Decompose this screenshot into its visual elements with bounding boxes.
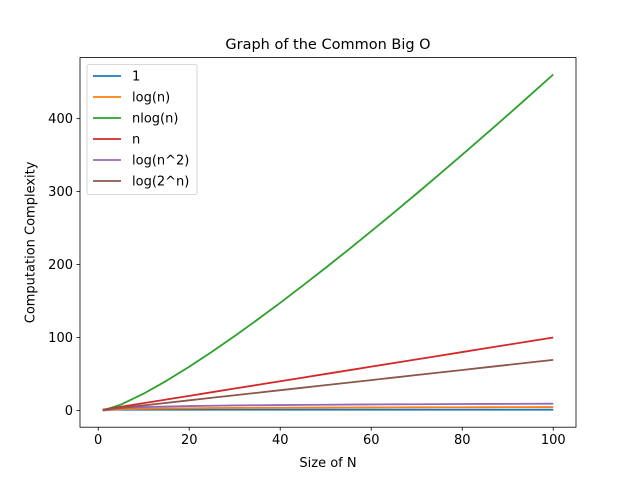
series-line-log-n: [102, 406, 554, 412]
legend-label-nlog-n: nlog(n): [132, 112, 178, 127]
x-tick-label: 40: [272, 433, 289, 448]
y-tick-label: 200: [48, 258, 73, 273]
legend: 1 log(n) nlog(n) n log(n^2) log(2^n): [86, 64, 198, 195]
legend-label-log-n-2: log(n^2): [132, 154, 189, 169]
x-tick-label: 20: [181, 433, 198, 448]
ticks-layer: 0 20 40 60 80 100 0 100 200 300 400: [48, 112, 565, 448]
x-axis-label: Size of N: [299, 456, 356, 471]
series-line-nlog-n: [102, 73, 554, 412]
x-tick-label: 0: [94, 433, 102, 448]
legend-label-1: 1: [132, 70, 140, 85]
series-line-n: [102, 336, 554, 411]
legend-entries: 1 log(n) nlog(n) n log(n^2) log(2^n): [93, 70, 189, 190]
legend-label-log-n: log(n): [132, 91, 170, 106]
legend-label-log-2-n: log(2^n): [132, 175, 189, 190]
x-tick-label: 60: [363, 433, 380, 448]
series-line-log-n-2: [102, 402, 554, 412]
y-axis-label: Computation Complexity: [24, 161, 39, 323]
y-tick-label: 400: [48, 112, 73, 127]
series-layer: [102, 73, 554, 412]
y-tick-label: 0: [65, 404, 73, 419]
series-line-log-2-n: [102, 358, 554, 411]
x-tick-label: 100: [541, 433, 566, 448]
y-tick-label: 300: [48, 185, 73, 200]
x-tick-label: 80: [454, 433, 471, 448]
y-tick-label: 100: [48, 331, 73, 346]
plot-area-frame: [79, 57, 577, 428]
legend-label-n: n: [132, 133, 140, 148]
chart-title: Graph of the Common Big O: [225, 37, 430, 53]
